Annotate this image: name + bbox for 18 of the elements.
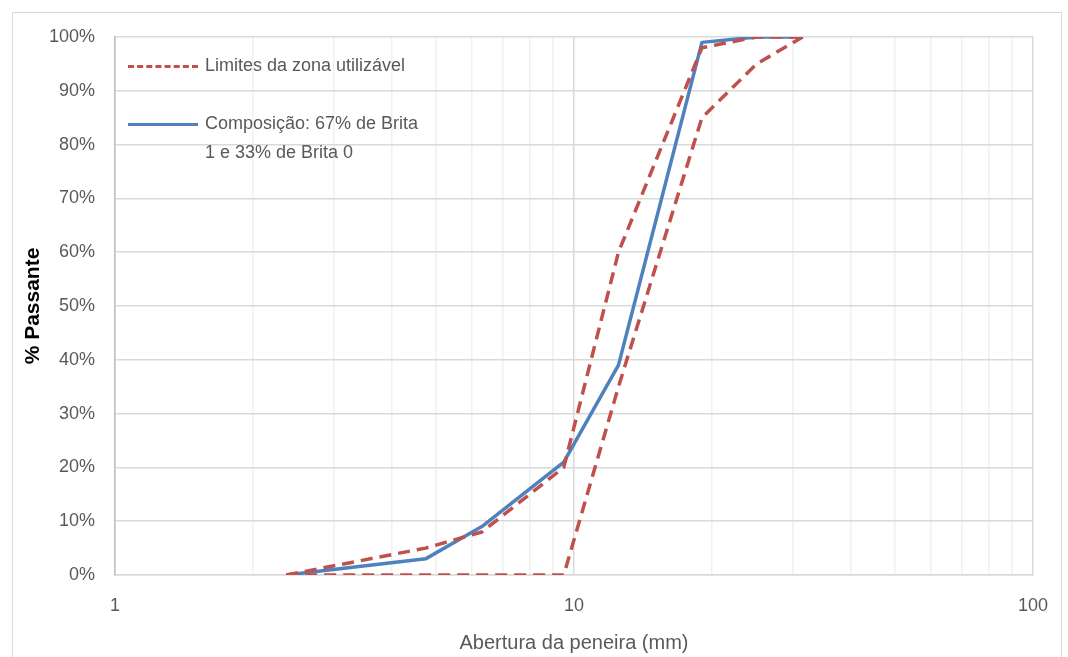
y-tick-label: 50% [58, 294, 95, 315]
y-tick-label: 80% [58, 133, 95, 154]
y-tick-label: 30% [58, 402, 95, 423]
y-tick-label: 100% [48, 25, 95, 46]
y-axis-title: % Passante [20, 247, 44, 365]
x-tick-label: 1 [109, 594, 121, 615]
legend-label: Limites da zona utilizável [205, 54, 407, 77]
y-tick-label: 10% [58, 510, 95, 531]
y-tick-label: 60% [58, 241, 95, 262]
x-axis-title: Abertura da peneira (mm) [459, 630, 689, 653]
y-tick-label: 40% [58, 348, 95, 369]
y-tick-label: 70% [58, 187, 95, 208]
y-tick-label: 0% [68, 563, 95, 584]
legend-label: Composição: 67% de Brita 1 e 33% de Brita 0 [205, 112, 420, 164]
x-tick-label: 100 [1017, 594, 1049, 615]
y-tick-label: 90% [58, 79, 95, 100]
y-tick-label: 20% [58, 456, 95, 477]
x-tick-label: 10 [563, 594, 585, 615]
